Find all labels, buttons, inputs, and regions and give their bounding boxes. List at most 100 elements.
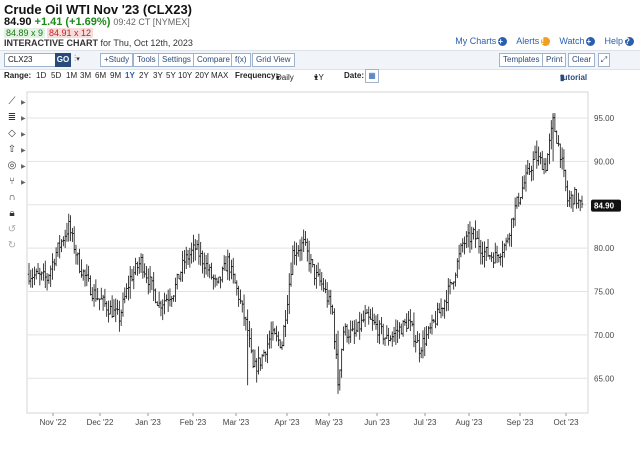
ohlc-bar — [436, 302, 439, 326]
ohlc-bar — [165, 294, 168, 302]
ohlc-bar — [501, 240, 504, 268]
alerts-link[interactable]: Alerts! — [516, 36, 551, 46]
ohlc-bar — [475, 230, 479, 240]
range-1d[interactable]: 1D — [36, 71, 47, 80]
expand-icon[interactable]: ⤢ — [598, 53, 610, 67]
ohlc-bar — [275, 325, 278, 342]
frequency-label: Frequency: — [235, 71, 279, 80]
ohlc-bar — [571, 194, 575, 213]
ohlc-bar — [425, 325, 428, 346]
ohlc-bar — [398, 322, 401, 339]
ohlc-bar — [434, 310, 437, 329]
ohlc-bar — [329, 289, 333, 315]
go-button[interactable]: GO — [55, 53, 71, 67]
calendar-icon[interactable]: ▦ — [365, 69, 379, 83]
ohlc-bar — [338, 369, 342, 391]
ohlc-bar — [553, 113, 557, 133]
shape-tool-icon[interactable]: ◇ — [8, 128, 16, 139]
grid-view-button[interactable]: Grid View — [252, 53, 295, 67]
ohlc-bar — [537, 146, 540, 166]
range-2y[interactable]: 2Y — [139, 71, 149, 80]
clear-button[interactable]: Clear — [568, 53, 596, 67]
range-5d[interactable]: 5D — [51, 71, 62, 80]
ohlc-bar — [112, 299, 116, 317]
range-1m[interactable]: 1M — [66, 71, 78, 80]
redo-icon[interactable]: ↻ — [7, 240, 17, 251]
plus-icon: + — [498, 36, 508, 46]
branch-tool-icon[interactable]: ⑂ — [9, 176, 15, 187]
ohlc-bar — [58, 235, 61, 259]
ohlc-bar — [479, 239, 482, 265]
ohlc-bar — [307, 240, 311, 272]
ohlc-bar — [139, 253, 143, 273]
ohlc-bar — [353, 320, 356, 345]
watch-link[interactable]: Watch + — [559, 36, 596, 46]
range-max[interactable]: MAX — [211, 71, 229, 80]
ohlc-bar — [150, 276, 154, 291]
ohlc-bar — [477, 229, 481, 254]
range-20y[interactable]: 20Y — [195, 71, 210, 80]
range-5y[interactable]: 5Y — [166, 71, 176, 80]
ohlc-bar — [148, 266, 152, 293]
lock-icon[interactable]: 🔒︎ — [9, 208, 15, 219]
ohlc-bar — [454, 272, 457, 287]
chart-type-dropdown[interactable]: ⫶▾ — [74, 53, 80, 64]
range-6m[interactable]: 6M — [95, 71, 107, 80]
range-bar: Range: 1D 5D 1M 3M 6M 9M 1Y 2Y 3Y 5Y 10Y… — [4, 69, 588, 83]
my-charts-link[interactable]: My Charts + — [455, 36, 508, 46]
ohlc-bar — [194, 239, 197, 261]
print-button[interactable]: Print — [542, 53, 567, 67]
ohlc-bar — [539, 152, 542, 165]
ohlc-bar — [65, 222, 69, 242]
magnet-icon[interactable]: ∩ — [8, 192, 16, 203]
ohlc-bar — [114, 298, 117, 323]
ohlc-bar — [248, 320, 251, 348]
ohlc-bar — [333, 308, 336, 350]
range-1y[interactable]: 1Y — [125, 71, 135, 80]
ohlc-bar — [226, 249, 229, 280]
ohlc-bar — [391, 331, 394, 347]
symbol-input[interactable]: CLX23 — [4, 53, 56, 67]
help-link[interactable]: Help? — [604, 36, 634, 46]
ohlc-bar — [212, 274, 215, 290]
x-tick-label: Feb '23 — [180, 418, 207, 427]
ohlc-bar — [116, 299, 119, 315]
formula-button[interactable]: f(x) — [231, 53, 251, 67]
ohlc-bar — [118, 300, 121, 332]
ohlc-bar — [400, 323, 403, 335]
ohlc-bar — [44, 260, 47, 289]
ohlc-bar — [313, 264, 316, 286]
range-3y[interactable]: 3Y — [153, 71, 163, 80]
ohlc-bar — [372, 313, 376, 325]
ohlc-bar — [331, 304, 334, 315]
date-label: Date: — [344, 71, 365, 80]
ohlc-bar — [87, 265, 90, 282]
ohlc-bar — [197, 233, 201, 265]
fibonacci-tool-icon[interactable]: ≣ — [7, 112, 17, 123]
arrow-tool-icon[interactable]: ⇧ — [7, 144, 17, 155]
trendline-tool-icon[interactable]: ⟋ — [8, 96, 16, 107]
range-9m[interactable]: 9M — [110, 71, 122, 80]
ohlc-bar — [203, 252, 206, 278]
ohlc-bar — [51, 253, 54, 280]
range-10y[interactable]: 10Y — [178, 71, 193, 80]
ohlc-bar — [89, 275, 92, 296]
ohlc-bar — [185, 246, 188, 270]
settings-button[interactable]: Settings — [158, 53, 195, 67]
range-3m[interactable]: 3M — [80, 71, 92, 80]
ohlc-bar — [293, 241, 296, 265]
undo-icon[interactable]: ↺ — [7, 224, 17, 235]
target-tool-icon[interactable]: ◎ — [7, 160, 17, 171]
ohlc-bar — [358, 311, 361, 340]
ohlc-bar — [351, 320, 354, 332]
ohlc-bar — [524, 164, 528, 192]
ohlc-bar — [260, 354, 264, 370]
ohlc-bar — [107, 300, 110, 323]
ohlc-bar — [562, 149, 566, 178]
add-study-button[interactable]: +Study — [100, 53, 134, 67]
ohlc-bar — [170, 295, 173, 307]
ohlc-bar — [546, 153, 549, 171]
ohlc-bar — [564, 169, 567, 192]
ohlc-bar — [175, 273, 179, 290]
